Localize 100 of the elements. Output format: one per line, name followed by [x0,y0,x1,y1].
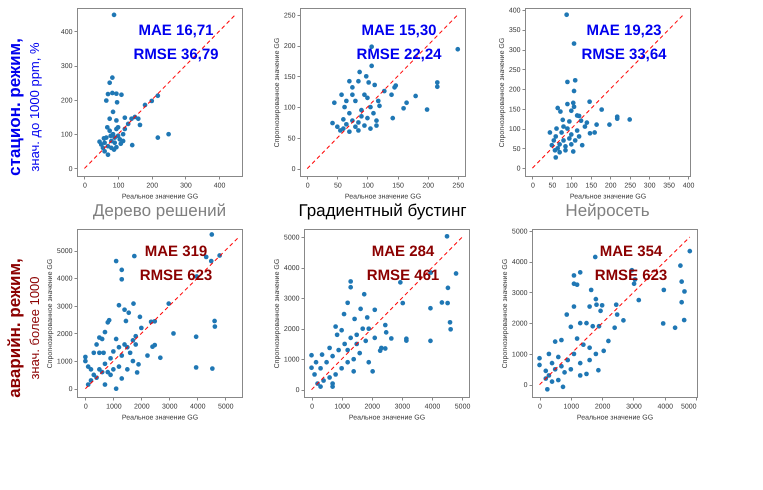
point [112,12,116,18]
point [369,64,374,68]
point [114,91,119,96]
point [106,152,110,158]
point [561,138,566,143]
point [564,12,569,18]
point [568,142,574,147]
annotation: MAE 284 [372,243,435,260]
annotation: MAE 19,23 [586,22,662,39]
point [572,88,576,94]
text: Градиентный бустинг [298,201,467,220]
point [567,119,572,124]
point [401,106,406,111]
text: знач. более 1000 [27,276,42,380]
point [114,100,120,105]
point [347,78,352,84]
point [330,120,335,126]
point [374,118,379,123]
point [561,124,566,129]
point [102,136,106,141]
point [344,122,349,127]
point [594,122,599,127]
point [592,130,598,135]
point [390,116,396,120]
point [559,130,564,135]
point [362,123,367,128]
point [552,148,558,153]
point [136,116,141,122]
point [582,124,588,129]
point [565,126,570,131]
point [555,106,560,110]
point [434,84,440,90]
point [138,122,142,128]
point [588,130,592,136]
point [580,142,585,148]
point [120,132,126,137]
point [389,92,394,98]
point [570,149,576,154]
point [120,138,126,144]
point [347,110,352,116]
point [366,80,371,85]
point [107,80,112,86]
point [142,102,148,108]
point [334,124,340,130]
point [104,124,110,130]
point [112,140,118,146]
point [107,128,112,134]
text: знач. до 1000 ppm, % [27,42,42,172]
point [106,92,110,96]
point [110,90,115,96]
point [568,132,574,137]
point [357,70,362,74]
annotation: MAE 319 [144,243,208,260]
point [553,134,558,139]
point [339,92,344,98]
point [576,134,582,139]
point [548,130,552,135]
point [100,146,106,150]
point [599,107,604,112]
point [568,108,574,114]
text: стацион. режим, [5,38,24,176]
point [404,100,409,106]
point [102,140,107,146]
point [560,118,566,122]
point [572,138,578,143]
point [572,104,576,110]
point [341,126,346,131]
point [557,150,562,155]
point [347,129,352,134]
point [434,80,440,85]
annotation: RMSE 36,79 [133,46,219,63]
point [353,98,358,104]
point [567,136,572,141]
point [130,142,135,148]
point [155,135,160,140]
point [341,117,346,122]
text: Нейросеть [565,201,650,220]
point [572,78,578,83]
point [359,114,364,119]
point [356,128,361,133]
point [413,94,418,98]
point [344,98,349,104]
annotation: RMSE 461 [366,267,440,284]
point [572,41,576,46]
point [114,144,119,150]
point [166,132,171,137]
point [565,80,570,84]
point [117,136,122,142]
point [122,115,128,120]
point [563,148,568,153]
point [374,123,379,128]
point [578,118,584,123]
point [377,104,382,108]
point [557,142,562,147]
point [553,155,558,160]
point [350,92,355,98]
point [372,82,378,88]
point [342,104,347,110]
point [627,117,632,122]
point [97,139,102,144]
